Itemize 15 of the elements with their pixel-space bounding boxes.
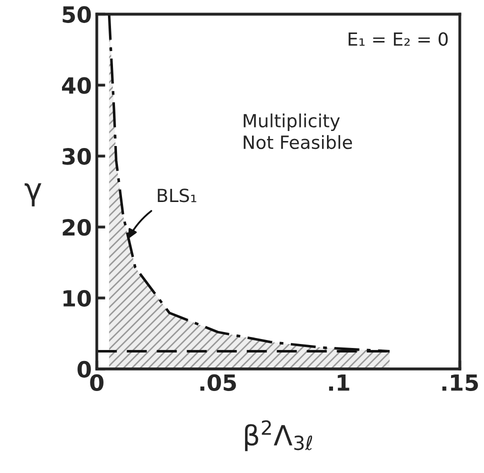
y-tick-label: 10 <box>64 290 91 307</box>
y-tick-label: 20 <box>62 218 91 236</box>
x-tick-label: 0 <box>90 374 104 392</box>
annotation: E₁ = E₂ = 0 <box>348 32 448 46</box>
x-tick-label: .1 <box>329 374 350 391</box>
y-tick-label: 40 <box>62 77 91 94</box>
y-tick-label: 30 <box>62 148 91 165</box>
annotation: Multiplicity Not Feasible <box>244 114 352 150</box>
y-tick-label: 50 <box>62 6 91 23</box>
y-tick-label: 0 <box>78 360 91 378</box>
annotation: BLS₁ <box>158 188 196 202</box>
x-axis-title: β$^{2}$Λ$_{3ℓ}$ <box>245 420 312 452</box>
x-tick-label: .05 <box>200 374 236 392</box>
y-axis-title: γ <box>24 183 42 206</box>
x-tick-label: .15 <box>442 374 478 392</box>
